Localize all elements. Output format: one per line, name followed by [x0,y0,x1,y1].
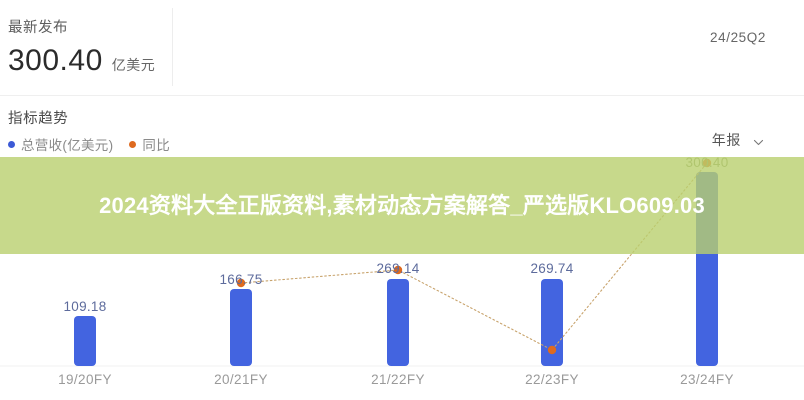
yoy-point [236,278,246,288]
watermark-banner: 2024资料大全正版资料,素材动态方案解答_严选版KLO609.03 [0,157,804,254]
dot-icon [8,140,15,148]
x-axis-label: 19/20FY [58,372,112,387]
vertical-divider [172,8,173,86]
dot-icon [129,140,137,148]
widget-header: 最新发布 300.40 亿美元 24/25Q2 指标趋势 总营收(亿美元) 同比… [0,0,804,156]
chart-x-axis: 19/20FY 20/21FY 21/22FY 22/23FY 23/24FY [0,372,804,394]
bar [230,289,252,366]
kpi-value: 300.40 [8,44,103,77]
bar-value-label: 109.18 [63,299,107,314]
period-select[interactable]: 年报 [712,130,764,150]
kpi-caption: 最新发布 [8,20,68,36]
chart-legend: 总营收(亿美元) 同比 [8,134,170,154]
trend-section-title: 指标趋势 [8,111,69,127]
watermark-banner-text: 2024资料大全正版资料,素材动态方案解答_严选版KLO609.03 [99,192,705,218]
legend-item-label: 同比 [142,138,171,153]
kpi-unit: 亿美元 [111,57,156,73]
period-select-value: 年报 [711,132,741,148]
x-axis-label: 20/21FY [214,372,268,387]
legend-item-label: 总营收(亿美元) [21,138,114,153]
kpi-value-row: 300.40 亿美元 [8,44,308,78]
bar-value-label: 269.74 [530,261,574,276]
horizontal-divider [0,95,804,96]
kpi-block: 最新发布 300.40 亿美元 [8,18,308,78]
chevron-down-icon [753,135,764,146]
bar [387,279,409,366]
legend-item-revenue[interactable]: 总营收(亿美元) [8,134,113,154]
x-axis-label: 23/24FY [680,372,734,387]
legend-item-yoy[interactable]: 同比 [129,134,170,154]
bar-value-label: 269.14 [376,261,420,276]
yoy-point [547,345,557,355]
x-axis-label: 22/23FY [525,372,579,387]
period-tag: 24/25Q2 [710,30,766,45]
bar-value-label: 166.75 [219,272,263,287]
yoy-point [393,265,403,275]
bar [74,316,96,366]
bar [541,279,563,366]
x-axis-label: 21/22FY [371,372,425,387]
